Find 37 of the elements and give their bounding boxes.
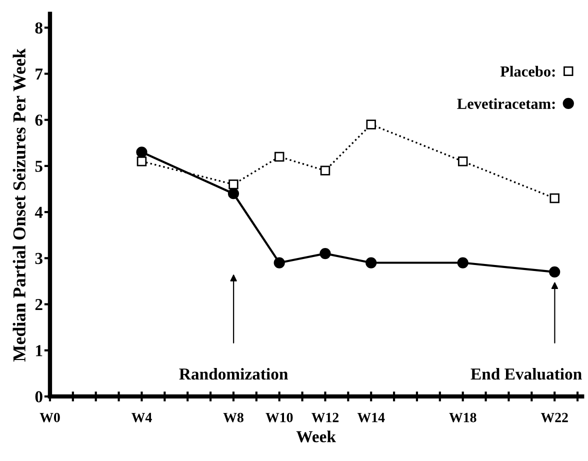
point	[228, 180, 238, 190]
point	[366, 257, 377, 268]
point	[550, 193, 560, 204]
y-tick-label: 3	[35, 252, 42, 264]
point	[228, 188, 240, 200]
legend-label: Placebo:	[500, 66, 555, 77]
annotation: Randomization	[179, 368, 288, 380]
point	[274, 152, 284, 162]
y-tick-label: 2	[35, 299, 42, 310]
x-axis-title: Week	[296, 430, 336, 442]
y-tick-label: 6	[35, 114, 43, 126]
point	[136, 146, 148, 158]
x-tick-label: W4	[132, 412, 152, 422]
point	[549, 266, 560, 278]
y-axis-title: Median Partial Onset Seizures Per Week	[12, 48, 26, 362]
y-tick-label: 0	[35, 391, 42, 402]
point	[136, 156, 147, 166]
point	[320, 248, 331, 260]
annotation: End Evaluation	[470, 368, 582, 380]
x-tick-label: W0	[40, 412, 60, 422]
y-tick-label: 1	[36, 345, 42, 356]
point	[274, 257, 285, 268]
x-tick-label: W10	[266, 412, 293, 422]
point	[366, 120, 376, 130]
x-tick-label: W12	[312, 412, 339, 422]
y-tick-label: 4	[34, 206, 43, 218]
y-tick-label: 5	[35, 160, 42, 172]
point	[320, 166, 330, 176]
y-tick-label: 7	[36, 68, 43, 80]
x-tick-label: W18	[449, 412, 476, 422]
point	[458, 156, 468, 166]
x-tick-label: W22	[540, 412, 568, 422]
point	[457, 257, 468, 268]
legend-label: Levetiracetam:	[457, 98, 555, 110]
y-tick-label: 8	[35, 22, 42, 34]
x-tick-label: W14	[357, 412, 385, 422]
x-tick-label: W8	[223, 412, 244, 422]
